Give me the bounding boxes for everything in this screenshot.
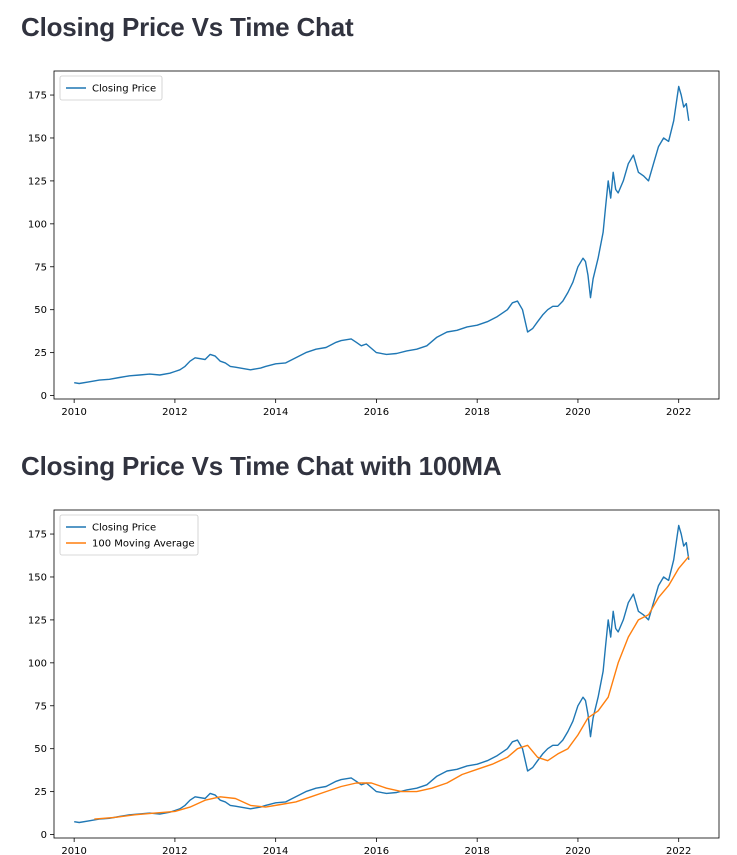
x-tick-label: 2010 — [61, 407, 86, 418]
series-line-closing-price — [74, 85, 690, 385]
x-tick-label: 2010 — [61, 846, 86, 855]
legend-label: 100 Moving Average — [92, 539, 195, 550]
y-tick-label: 50 — [34, 305, 47, 316]
y-tick-label: 175 — [28, 530, 47, 541]
legend-label: Closing Price — [92, 523, 156, 534]
x-tick-label: 2022 — [666, 407, 691, 418]
y-tick-label: 0 — [41, 391, 47, 402]
y-tick-label: 75 — [34, 262, 47, 273]
x-tick-label: 2018 — [464, 846, 489, 855]
x-tick-label: 2016 — [364, 407, 389, 418]
plot-frame — [53, 509, 720, 839]
x-tick-label: 2014 — [263, 407, 288, 418]
x-tick-label: 2016 — [364, 846, 389, 855]
chart2-heading: Closing Price Vs Time Chat with 100MA — [21, 451, 502, 481]
y-tick-label: 0 — [41, 830, 47, 841]
closing-price-chart: 0 25 50 75 100 125 150 175 2010 2012 2014 2016 2018 2… — [28, 70, 720, 418]
y-tick-label: 150 — [28, 133, 47, 144]
x-tick-label: 2022 — [666, 846, 691, 855]
x-tick-label: 2014 — [263, 846, 288, 855]
legend-label: Closing Price — [92, 84, 156, 95]
series-line-closing-price — [74, 524, 690, 824]
legend-box — [59, 75, 163, 101]
x-tick-label: 2012 — [162, 407, 187, 418]
y-tick-label: 125 — [28, 615, 47, 626]
y-tick-label: 100 — [28, 219, 47, 230]
y-tick-label: 50 — [34, 744, 47, 755]
legend-box — [59, 514, 199, 556]
x-tick-label: 2020 — [565, 846, 590, 855]
x-tick-label: 2020 — [565, 407, 590, 418]
y-tick-label: 150 — [28, 572, 47, 583]
y-tick-label: 100 — [28, 658, 47, 669]
x-tick-label: 2012 — [162, 846, 187, 855]
y-tick-label: 125 — [28, 176, 47, 187]
x-tick-label: 2018 — [464, 407, 489, 418]
y-tick-label: 75 — [34, 701, 47, 712]
y-tick-label: 175 — [28, 91, 47, 102]
series-line-moving-average — [94, 555, 690, 820]
y-tick-label: 25 — [34, 787, 47, 798]
chart1-heading: Closing Price Vs Time Chat — [21, 12, 354, 42]
closing-price-ma100-chart: 0 25 50 75 100 125 150 175 2010 2012 2014 2016 2018 2… — [28, 509, 720, 855]
y-tick-label: 25 — [34, 348, 47, 359]
plot-frame — [53, 70, 720, 400]
